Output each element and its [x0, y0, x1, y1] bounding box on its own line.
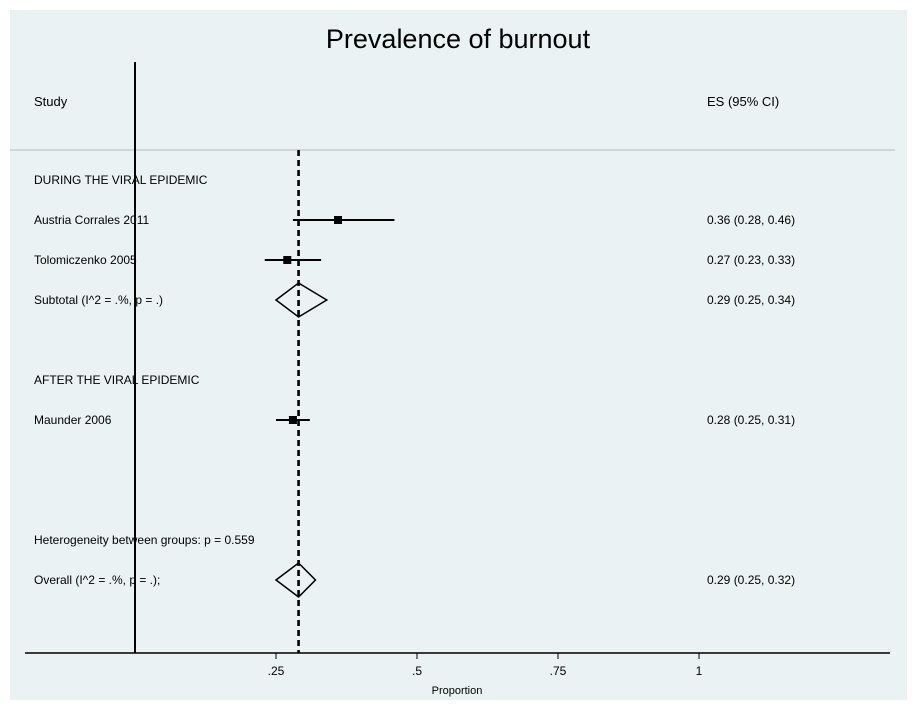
effect-size-value: 0.29 (0.25, 0.34) — [707, 293, 795, 307]
effect-size-value: 0.28 (0.25, 0.31) — [707, 413, 795, 427]
overall-label: Overall (I^2 = .%, p = .); — [34, 573, 160, 587]
subtotal-label: Subtotal (I^2 = .%, p = .) — [34, 293, 163, 307]
heterogeneity-label: Heterogeneity between groups: p = 0.559 — [34, 533, 255, 547]
effect-column-header: ES (95% CI) — [707, 94, 779, 109]
x-tick-label: .5 — [412, 664, 422, 678]
point-estimate-square — [334, 216, 343, 224]
pooled-estimate-diamond — [274, 282, 329, 318]
group-label: DURING THE VIRAL EPIDEMIC — [34, 173, 208, 187]
x-tick-label: .25 — [268, 664, 285, 678]
x-tick-label: .75 — [550, 664, 567, 678]
effect-size-value: 0.27 (0.23, 0.33) — [707, 253, 795, 267]
study-label: Tolomiczenko 2005 — [34, 253, 137, 267]
plot-panel: Prevalence of burnout Study ES (95% CI) … — [10, 10, 907, 700]
forest-plot: Prevalence of burnout Study ES (95% CI) … — [10, 24, 895, 697]
pooled-estimate-diamond — [274, 562, 317, 598]
study-label: Maunder 2006 — [34, 413, 112, 427]
point-estimate-square — [288, 416, 297, 424]
effect-size-value: 0.29 (0.25, 0.32) — [707, 573, 795, 587]
x-axis-label: Proportion — [432, 685, 483, 697]
group-label: AFTER THE VIRAL EPIDEMIC — [34, 373, 200, 387]
point-estimate-square — [283, 256, 292, 264]
study-column-header: Study — [34, 94, 68, 109]
x-tick-label: 1 — [696, 664, 703, 678]
effect-size-value: 0.36 (0.28, 0.46) — [707, 213, 795, 227]
chart-title: Prevalence of burnout — [326, 24, 591, 54]
study-label: Austria Corrales 2011 — [34, 213, 149, 227]
chart-marks: .25 .5 .75 1 DURING THE VIRAL EPIDEMIC Austri… — [34, 62, 795, 678]
